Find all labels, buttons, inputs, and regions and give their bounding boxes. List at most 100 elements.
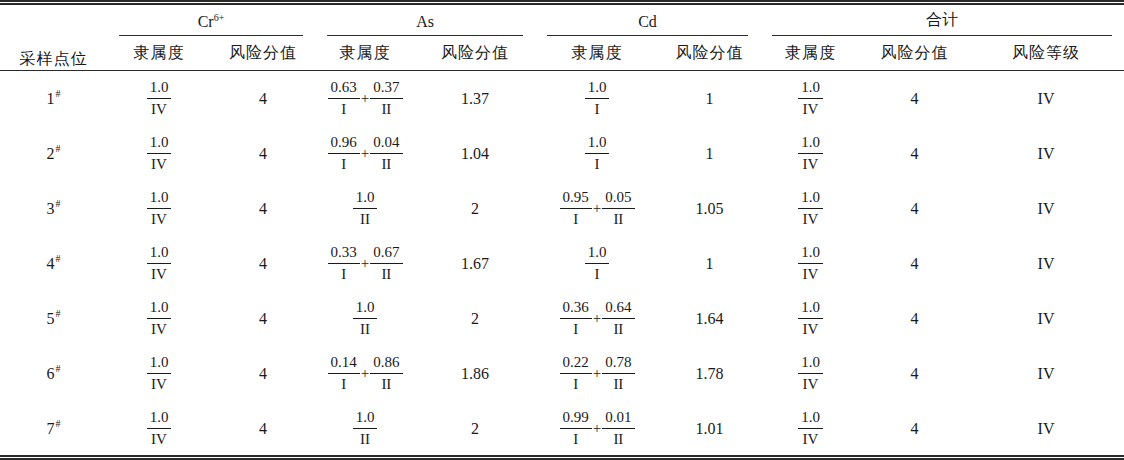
fraction-numerator: 1.0 (798, 408, 823, 429)
fraction-numerator: 1.0 (798, 353, 823, 374)
table-row: 5#1.0IV41.0II20.36I+0.64II1.641.0IV4IV (0, 291, 1124, 346)
header-total-score: 风险分值 (861, 36, 968, 71)
plus-sign: + (361, 255, 369, 272)
value-cell: IV (968, 126, 1124, 181)
risk-assessment-table: 采样点位 Cr6+ As Cd 合计 隶属度 风险分值 隶属度 风险分值 (0, 5, 1124, 456)
fraction-denominator: II (370, 99, 402, 119)
value-cell: 4 (861, 71, 968, 127)
fraction-denominator: IV (147, 374, 172, 394)
plus-sign: + (361, 145, 369, 162)
fraction-denominator: I (560, 209, 592, 229)
membership-fraction-cell: 0.63I+0.37II (315, 71, 415, 127)
value-cell: 4 (861, 291, 968, 346)
header-group-as-label: As (327, 11, 523, 36)
fraction-numerator: 0.04 (370, 133, 402, 154)
header-total-grade: 风险等级 (968, 36, 1124, 71)
membership-fraction-cell: 1.0IV (107, 126, 211, 181)
fraction-denominator: II (602, 374, 634, 394)
header-group-total-label: 合计 (772, 8, 1112, 36)
membership-fraction-cell: 1.0IV (760, 291, 861, 346)
membership-fraction-cell: 0.96I+0.04II (315, 126, 415, 181)
table-row: 7#1.0IV41.0II20.99I+0.01II1.011.0IV4IV (0, 401, 1124, 456)
membership-fraction-cell: 1.0IV (107, 181, 211, 236)
table-row: 4#1.0IV40.33I+0.67II1.671.0I11.0IV4IV (0, 236, 1124, 291)
plus-sign: + (361, 90, 369, 107)
fraction-denominator: IV (798, 209, 823, 229)
header-group-cr: Cr6+ (107, 5, 315, 36)
fraction-denominator: IV (798, 429, 823, 449)
membership-fraction-cell: 1.0IV (760, 181, 861, 236)
fraction-numerator: 1.0 (585, 133, 610, 154)
value-cell: 1 (659, 71, 760, 127)
fraction-numerator: 1.0 (798, 298, 823, 319)
fraction-denominator: IV (798, 99, 823, 119)
fraction-denominator: II (370, 374, 402, 394)
fraction: 1.0IV (147, 408, 172, 449)
membership-fraction-cell: 0.99I+0.01II (535, 401, 659, 456)
fraction-numerator: 0.33 (328, 243, 360, 264)
fraction: 0.96I (328, 133, 360, 174)
site-label: 1# (0, 71, 107, 127)
fraction: 1.0IV (798, 243, 823, 284)
membership-fraction-cell: 1.0I (535, 236, 659, 291)
fraction-numerator: 1.0 (147, 188, 172, 209)
fraction: 1.0IV (798, 298, 823, 339)
site-label: 5# (0, 291, 107, 346)
membership-fraction-cell: 0.95I+0.05II (535, 181, 659, 236)
fraction-numerator: 0.36 (560, 298, 592, 319)
fraction-numerator: 0.78 (602, 353, 634, 374)
membership-fraction-cell: 1.0IV (107, 236, 211, 291)
header-site: 采样点位 (0, 5, 107, 71)
fraction: 0.64II (602, 298, 634, 339)
site-label: 3# (0, 181, 107, 236)
fraction-denominator: II (602, 319, 634, 339)
site-number: 5 (47, 310, 55, 327)
fraction: 0.95I (560, 188, 592, 229)
site-hash-superscript: # (56, 143, 61, 154)
value-cell: 2 (415, 401, 535, 456)
value-cell: 4 (211, 71, 315, 127)
membership-fraction-cell: 1.0II (315, 291, 415, 346)
fraction: 1.0II (353, 408, 378, 449)
fraction: 1.0IV (147, 298, 172, 339)
header-group-cr-label: Cr6+ (119, 11, 303, 36)
fraction-numerator: 0.95 (560, 188, 592, 209)
fraction: 1.0IV (798, 353, 823, 394)
fraction-denominator: II (602, 429, 634, 449)
table-row: 3#1.0IV41.0II20.95I+0.05II1.051.0IV4IV (0, 181, 1124, 236)
header-total-membership: 隶属度 (760, 36, 861, 71)
fraction-denominator: I (328, 99, 360, 119)
site-number: 6 (47, 365, 55, 382)
fraction-denominator: IV (147, 154, 172, 174)
value-cell: 4 (211, 401, 315, 456)
fraction-denominator: IV (798, 319, 823, 339)
header-group-row: 采样点位 Cr6+ As Cd 合计 (0, 5, 1124, 36)
value-cell: 4 (861, 126, 968, 181)
membership-fraction-cell: 1.0IV (760, 346, 861, 401)
fraction: 1.0IV (798, 408, 823, 449)
fraction-denominator: I (560, 319, 592, 339)
fraction: 1.0I (585, 243, 610, 284)
value-cell: 2 (415, 291, 535, 346)
site-hash-superscript: # (56, 198, 61, 209)
membership-fraction-cell: 1.0IV (760, 71, 861, 127)
fraction: 0.67II (370, 243, 402, 284)
value-cell: IV (968, 401, 1124, 456)
fraction: 1.0IV (798, 188, 823, 229)
fraction: 0.37II (370, 78, 402, 119)
value-cell: 1.05 (659, 181, 760, 236)
fraction: 1.0II (353, 298, 378, 339)
table-body: 1#1.0IV40.63I+0.37II1.371.0I11.0IV4IV2#1… (0, 71, 1124, 457)
fraction-numerator: 0.96 (328, 133, 360, 154)
value-cell: IV (968, 71, 1124, 127)
fraction-numerator: 0.64 (602, 298, 634, 319)
fraction-denominator: I (560, 429, 592, 449)
fraction-denominator: IV (147, 99, 172, 119)
membership-fraction-cell: 1.0IV (107, 71, 211, 127)
site-hash-superscript: # (56, 88, 61, 99)
site-number: 7 (47, 420, 55, 437)
site-label: 4# (0, 236, 107, 291)
value-cell: IV (968, 181, 1124, 236)
membership-fraction-cell: 1.0II (315, 181, 415, 236)
table-row: 1#1.0IV40.63I+0.37II1.371.0I11.0IV4IV (0, 71, 1124, 127)
